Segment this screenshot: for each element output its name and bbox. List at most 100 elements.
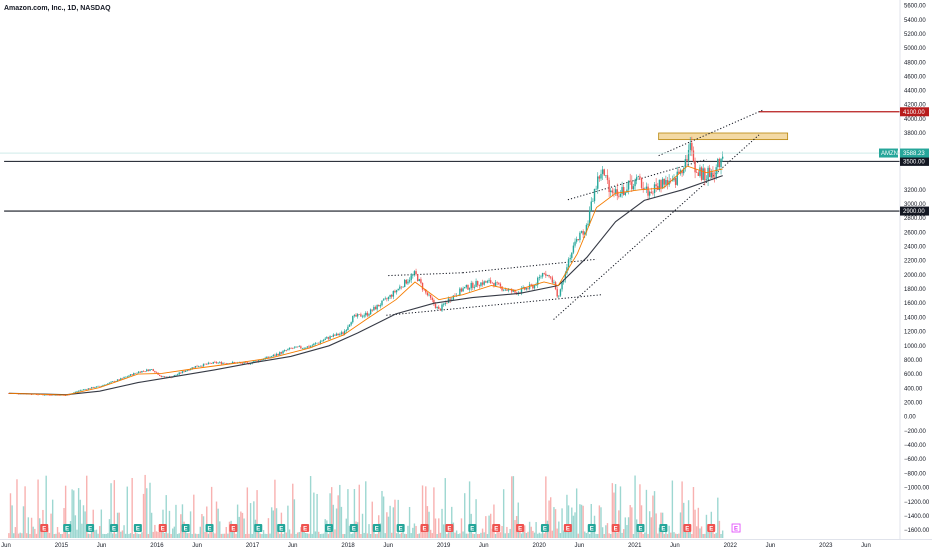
earnings-marker[interactable] <box>540 524 549 532</box>
dotted-trendline[interactable] <box>462 258 597 274</box>
candle-body <box>356 314 359 317</box>
earnings-marker[interactable] <box>659 524 668 532</box>
earnings-marker-label: E <box>590 527 594 533</box>
resistance-zone-layer[interactable] <box>658 132 789 141</box>
price-axis[interactable]: 5800.005600.005400.005200.005000.004800.… <box>904 0 930 534</box>
volume-bar <box>24 486 26 538</box>
earnings-marker[interactable] <box>40 524 49 532</box>
volume-bar <box>316 493 318 538</box>
time-axis[interactable]: Jun 2015 Jun 2016 Jun 2017 Jun 2018 Jun 2019 Jun 20… <box>1 543 871 549</box>
candle-body <box>124 376 127 378</box>
earnings-marker[interactable] <box>516 524 525 532</box>
candle-body <box>666 180 669 185</box>
earnings-marker[interactable] <box>158 524 167 532</box>
candle-body <box>611 190 614 193</box>
candle-body <box>253 361 255 363</box>
candle-body <box>327 337 330 339</box>
candle-body <box>598 176 601 179</box>
trendlines-layer[interactable] <box>386 109 764 320</box>
horizontal-levels-layer[interactable] <box>4 111 900 212</box>
volume-bar <box>666 533 669 538</box>
earnings-marker[interactable] <box>731 523 741 533</box>
earnings-marker[interactable] <box>181 524 190 532</box>
volume-bar <box>189 511 192 538</box>
candle-body <box>243 362 245 364</box>
dotted-trendline[interactable] <box>386 294 602 316</box>
volume-bar <box>496 530 498 538</box>
earnings-marker[interactable] <box>468 524 477 532</box>
earnings-marker[interactable] <box>707 524 716 532</box>
earnings-marker[interactable] <box>563 524 572 532</box>
y-tick-label: 3000.00 <box>904 202 926 208</box>
volume-bar <box>613 492 615 538</box>
volume-bar <box>279 533 281 538</box>
volume-bar <box>663 533 665 538</box>
x-tick-label: 2017 <box>246 543 260 549</box>
volume-bar <box>556 528 558 538</box>
volume-bar <box>717 497 719 538</box>
earnings-marker[interactable] <box>277 524 286 532</box>
earnings-marker[interactable] <box>301 524 310 532</box>
earnings-marker[interactable] <box>372 524 381 532</box>
volume-bar <box>454 532 456 538</box>
volume-bar <box>131 477 133 538</box>
candle-body <box>149 369 151 371</box>
volume-bar <box>188 533 190 538</box>
earnings-marker-label: E <box>566 527 570 533</box>
volume-bar <box>472 533 474 538</box>
earnings-marker[interactable] <box>396 524 405 532</box>
volume-bar <box>668 525 670 538</box>
earnings-marker[interactable] <box>349 524 358 532</box>
y-tick-label: 5400.00 <box>904 18 926 24</box>
candle-body <box>334 334 336 336</box>
candle-body <box>17 393 20 395</box>
volume-bar <box>61 533 64 538</box>
candle-body <box>99 385 101 387</box>
volume-bar <box>347 489 349 538</box>
volume-bar <box>486 533 489 538</box>
earnings-marker[interactable] <box>133 524 142 532</box>
earnings-marker[interactable] <box>636 524 645 532</box>
earnings-marker-label: E <box>638 527 642 533</box>
volume-bar <box>566 494 568 538</box>
earnings-marker[interactable] <box>254 524 263 532</box>
resistance-zone[interactable] <box>658 132 789 141</box>
candle-body <box>360 314 362 317</box>
candle-body <box>689 142 691 150</box>
volume-bar <box>365 481 367 538</box>
earnings-marker[interactable] <box>587 524 596 532</box>
candle-body <box>204 363 206 365</box>
earnings-marker[interactable] <box>420 524 429 532</box>
earnings-marker[interactable] <box>445 524 454 532</box>
candle-body <box>102 385 104 386</box>
volume-bar <box>129 533 132 538</box>
earnings-marker[interactable] <box>63 524 72 532</box>
dotted-trendline[interactable] <box>553 134 760 320</box>
earnings-marker[interactable] <box>86 524 95 532</box>
candle-body <box>82 389 85 390</box>
volume-bar <box>679 512 682 538</box>
candle-body <box>712 172 714 178</box>
volume-bar <box>51 499 54 538</box>
earnings-marker[interactable] <box>109 524 118 532</box>
x-tick-label: 2015 <box>55 543 69 549</box>
candle-body <box>652 192 654 194</box>
earnings-marker[interactable] <box>324 524 333 532</box>
candle-body <box>582 231 584 235</box>
earnings-marker[interactable] <box>229 524 238 532</box>
candle-body <box>502 289 505 291</box>
volume-bar <box>19 532 21 538</box>
volume-bar <box>175 504 177 538</box>
volume-bar <box>603 533 605 538</box>
earnings-marker-label: E <box>136 527 140 533</box>
candle-body <box>485 281 487 283</box>
candle-body <box>147 369 150 371</box>
earnings-marker[interactable] <box>492 524 501 532</box>
earnings-marker[interactable] <box>611 524 620 532</box>
earnings-marker[interactable] <box>683 524 692 532</box>
earnings-marker[interactable] <box>205 524 214 532</box>
earnings-marker-label: E <box>256 527 260 533</box>
candle-body <box>173 375 176 377</box>
